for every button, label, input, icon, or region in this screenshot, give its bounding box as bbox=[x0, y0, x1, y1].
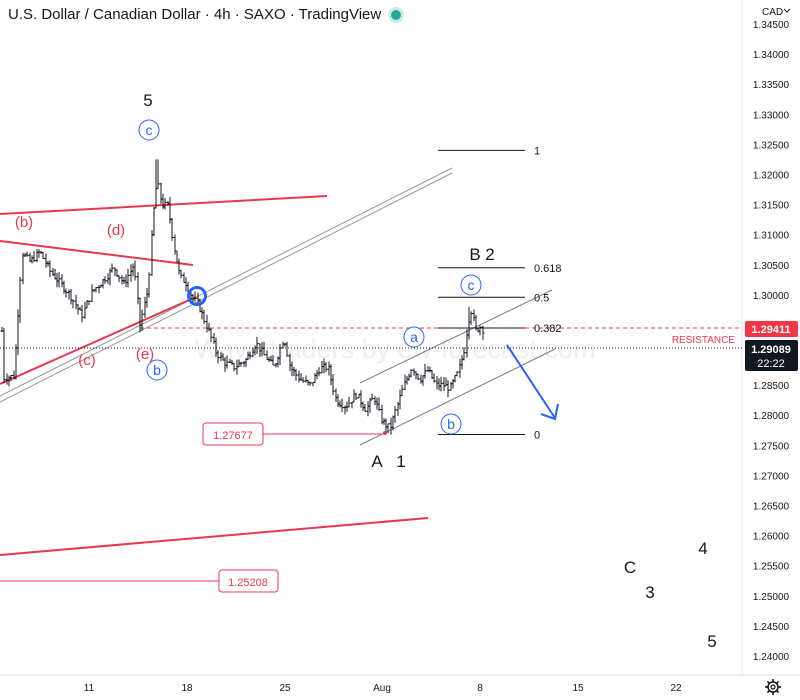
svg-text:a: a bbox=[410, 329, 418, 345]
y-tick-label: 1.25500 bbox=[753, 562, 790, 573]
time-axis: 11 18 25 Aug 8 15 22 bbox=[0, 674, 800, 695]
settings-gear-icon[interactable] bbox=[765, 679, 781, 695]
fib-level-label: 0 bbox=[534, 429, 540, 441]
svg-text:1.25208: 1.25208 bbox=[228, 577, 268, 589]
wave-label-circled: c bbox=[460, 274, 482, 296]
price-label-1: 1.27677 bbox=[202, 422, 387, 446]
red-trendlines bbox=[0, 195, 429, 556]
fib-level-label: 0.382 bbox=[534, 323, 562, 335]
svg-text:c: c bbox=[468, 277, 475, 293]
svg-text:1.29089: 1.29089 bbox=[751, 344, 791, 356]
x-tick-label: 18 bbox=[181, 683, 193, 694]
y-tick-label: 1.26000 bbox=[753, 532, 790, 543]
wave-label: 2 bbox=[485, 245, 494, 264]
svg-text:1.27677: 1.27677 bbox=[213, 430, 253, 442]
x-tick-label: 25 bbox=[279, 683, 291, 694]
wave-label: C bbox=[624, 558, 636, 577]
svg-text:c: c bbox=[146, 122, 153, 138]
fib-level-label: 0.5 bbox=[534, 292, 549, 304]
long-channel bbox=[0, 167, 453, 403]
fib-retracement: 1 0.618 0.5 0.382 0 bbox=[438, 145, 562, 441]
wave-label-red: (e) bbox=[136, 346, 154, 363]
wave-label-circled: c bbox=[138, 119, 160, 141]
x-tick-label: 11 bbox=[84, 683, 95, 694]
watermark: Wave traders by ew-forecast.com bbox=[194, 334, 595, 364]
y-tick-label: 1.28000 bbox=[753, 411, 790, 422]
y-tick-label: 1.25000 bbox=[753, 592, 790, 603]
wave-label: 1 bbox=[396, 452, 405, 471]
svg-text:22:22: 22:22 bbox=[757, 358, 785, 370]
last-price-tag: 1.29089 22:22 bbox=[745, 340, 798, 371]
wave-label-circled: b bbox=[146, 359, 168, 381]
svg-text:b: b bbox=[153, 362, 161, 378]
y-tick-label: 1.32500 bbox=[753, 140, 790, 151]
y-tick-label: 1.27000 bbox=[753, 471, 790, 482]
x-tick-label: 22 bbox=[670, 683, 682, 694]
svg-text:b: b bbox=[447, 416, 455, 432]
y-tick-label: 1.27500 bbox=[753, 441, 790, 452]
y-tick-label: 1.30000 bbox=[753, 291, 790, 302]
y-tick-label: 1.26500 bbox=[753, 502, 790, 513]
wave-label: 5 bbox=[143, 91, 152, 110]
y-tick-label: 1.33000 bbox=[753, 110, 790, 121]
wave-label: 3 bbox=[645, 583, 654, 602]
wave-label-circled: a bbox=[403, 326, 425, 348]
y-tick-label: 1.28500 bbox=[753, 381, 790, 392]
chart-title: U.S. Dollar / Canadian Dollar · 4h · SAX… bbox=[8, 6, 382, 23]
wave-label: 5 bbox=[707, 632, 716, 651]
currency-label: CAD bbox=[762, 7, 783, 18]
y-tick-label: 1.32000 bbox=[753, 170, 790, 181]
y-tick-label: 1.31500 bbox=[753, 201, 790, 212]
x-tick-label: 8 bbox=[477, 683, 483, 694]
price-bars bbox=[0, 159, 485, 435]
x-tick-label: Aug bbox=[373, 683, 391, 694]
wave-label: A bbox=[371, 452, 383, 471]
y-tick-label: 1.24500 bbox=[753, 622, 790, 633]
wave-label-red: (d) bbox=[107, 222, 125, 239]
y-tick-label: 1.34000 bbox=[753, 50, 790, 61]
wave-label-red: (c) bbox=[78, 352, 96, 369]
y-tick-label: 1.24000 bbox=[753, 652, 790, 663]
wave-label: B bbox=[469, 245, 480, 264]
y-tick-label: 1.33500 bbox=[753, 80, 790, 91]
projection-arrow bbox=[506, 344, 559, 421]
wave-label: 4 bbox=[698, 539, 707, 558]
wave-label-red: (b) bbox=[15, 214, 33, 231]
resistance-label: RESISTANCE bbox=[672, 335, 735, 346]
resistance-price-tag: 1.29411 bbox=[745, 321, 798, 337]
market-status-icon bbox=[391, 9, 402, 20]
y-tick-label: 1.34500 bbox=[753, 20, 790, 31]
fib-level-label: 1 bbox=[534, 145, 540, 157]
break-point-marker bbox=[187, 286, 207, 306]
wave-label-circled: b bbox=[440, 413, 462, 435]
y-tick-label: 1.31000 bbox=[753, 231, 790, 242]
chart-header: U.S. Dollar / Canadian Dollar · 4h · SAX… bbox=[8, 6, 402, 23]
price-label-2: 1.25208 bbox=[0, 569, 279, 593]
currency-dropdown-icon[interactable] bbox=[783, 8, 791, 13]
y-tick-label: 1.30500 bbox=[753, 261, 790, 272]
fib-level-label: 0.618 bbox=[534, 263, 562, 275]
svg-text:1.29411: 1.29411 bbox=[751, 324, 790, 336]
x-tick-label: 15 bbox=[572, 683, 584, 694]
